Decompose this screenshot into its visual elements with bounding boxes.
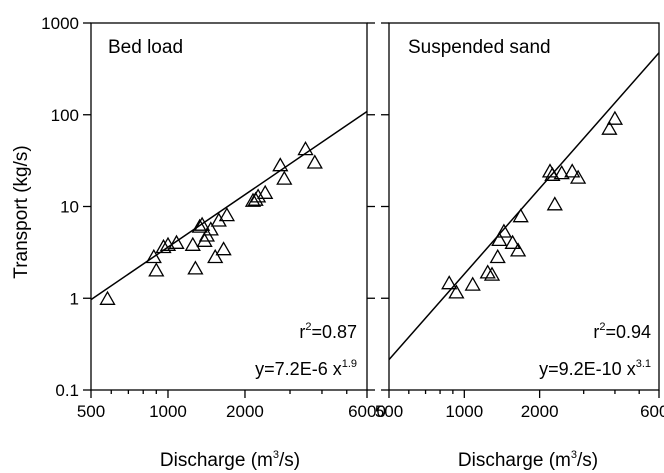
data-point	[244, 192, 262, 207]
x-tick-label: 1000	[445, 402, 483, 421]
data-point	[546, 196, 563, 211]
data-point	[207, 248, 224, 264]
data-point	[218, 207, 236, 222]
panel-suspended-sand: Suspended sand r2=0.94 y=9.2E-10 x3.1 Di…	[375, 22, 664, 471]
data-point	[512, 208, 529, 223]
data-point	[553, 164, 570, 180]
data-point	[569, 169, 587, 184]
x-tick-label: 6000	[640, 402, 664, 421]
data-point	[99, 290, 116, 305]
data-point	[489, 248, 506, 264]
x-tick-label: 2000	[521, 402, 559, 421]
data-point	[184, 236, 201, 251]
data-point	[564, 163, 581, 178]
panel-bed-load: Bed load r2=0.87 y=7.2E-6 x1.9 Discharge…	[41, 14, 386, 471]
data-point	[495, 223, 513, 238]
data-point	[202, 221, 219, 236]
x-tick-label: 2000	[226, 402, 264, 421]
data-point	[168, 234, 185, 249]
data-point	[306, 154, 323, 169]
y-tick-label: 100	[51, 106, 79, 125]
x-tick-label: 500	[375, 402, 403, 421]
x-tick-label: 6000	[348, 402, 386, 421]
data-point	[491, 231, 508, 247]
data-point	[504, 234, 521, 249]
data-point	[297, 140, 314, 156]
data-point	[249, 188, 267, 203]
x-axis-title: Discharge (m3/s)	[160, 449, 300, 471]
y-tick-label: 1000	[41, 14, 79, 33]
equation-annotation: y=9.2E-10 x3.1	[539, 358, 651, 379]
y-tick-label: 0.1	[55, 381, 79, 400]
data-point	[276, 170, 293, 185]
x-tick-label: 1000	[149, 402, 187, 421]
panel-title: Bed load	[108, 37, 183, 58]
data-point	[155, 238, 172, 254]
r-squared-annotation: r2=0.94	[593, 321, 651, 342]
regression-line	[388, 52, 660, 361]
data-point	[544, 166, 561, 181]
data-point	[191, 218, 208, 233]
data-point	[448, 284, 465, 299]
panel-title: Suspended sand	[408, 37, 551, 58]
y-axis-title: Transport (kg/s)	[11, 145, 32, 278]
y-tick-label: 1	[70, 289, 79, 308]
data-point	[479, 264, 496, 279]
data-point	[210, 212, 227, 227]
x-axis-title: Discharge (m3/s)	[458, 449, 598, 471]
data-point	[257, 184, 274, 199]
y-tick-label: 10	[60, 198, 79, 217]
data-point	[509, 242, 527, 257]
regression-line	[90, 110, 368, 301]
data-point	[601, 120, 618, 135]
equation-annotation: y=7.2E-6 x1.9	[255, 358, 357, 379]
data-point	[464, 276, 481, 291]
data-point	[187, 260, 204, 275]
data-point	[483, 266, 501, 281]
data-point	[215, 241, 232, 256]
x-tick-label: 500	[77, 402, 105, 421]
data-point	[145, 248, 162, 264]
data-point	[272, 157, 289, 172]
data-point	[148, 262, 165, 277]
data-point	[441, 275, 458, 290]
r-squared-annotation: r2=0.87	[299, 321, 357, 342]
data-point	[193, 216, 211, 231]
data-point	[606, 110, 624, 125]
